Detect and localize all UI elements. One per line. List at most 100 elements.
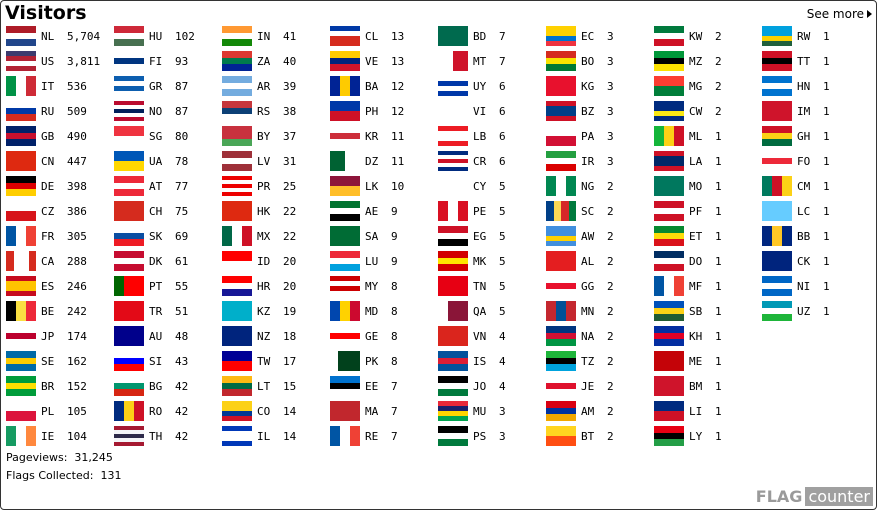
country-code: IE (41, 429, 55, 443)
flag-la-icon (654, 151, 684, 171)
country-code: LK (365, 179, 379, 193)
country-code: AL (581, 254, 595, 268)
visitor-count: 8 (391, 304, 398, 318)
country-code: JO (473, 379, 487, 393)
country-code: NZ (257, 329, 271, 343)
pageviews-value: 31,245 (74, 451, 113, 464)
visitor-count: 22 (283, 204, 297, 218)
flag-fi-icon (114, 51, 144, 71)
flag-mk-icon (438, 251, 468, 271)
visitor-count: 55 (175, 279, 189, 293)
flag-et-icon (654, 226, 684, 246)
visitor-count: 1 (715, 379, 722, 393)
country-entry-ua: UA 78 (114, 151, 188, 171)
country-code: SA (365, 229, 379, 243)
country-code: ML (689, 129, 703, 143)
see-more-link[interactable]: See more (807, 7, 872, 21)
pageviews-label: Pageviews: (6, 451, 68, 464)
visitor-count: 39 (283, 79, 297, 93)
country-code: NI (797, 279, 811, 293)
country-entry-ca: CA 288 (6, 251, 87, 271)
country-code: US (41, 54, 55, 68)
visitor-count: 31 (283, 154, 297, 168)
flag-jp-icon (6, 326, 36, 346)
country-code: PF (689, 204, 703, 218)
flag-ck-icon (762, 251, 792, 271)
country-entry-us: US 3,811 (6, 51, 100, 71)
flag-kw-icon (654, 26, 684, 46)
visitor-count: 2 (607, 354, 614, 368)
flag-sg-icon (114, 126, 144, 146)
visitor-count: 2 (607, 204, 614, 218)
country-entry-uy: UY 6 (438, 76, 506, 96)
flag-ps-icon (438, 426, 468, 446)
visitor-count: 6 (499, 154, 506, 168)
flag-ni-icon (762, 276, 792, 296)
country-code: LC (797, 204, 811, 218)
country-code: EG (473, 229, 487, 243)
country-entry-im: IM 1 (762, 101, 830, 121)
country-entry-cz: CZ 386 (6, 201, 87, 221)
country-code: RW (797, 29, 811, 43)
country-code: PT (149, 279, 163, 293)
country-entry-rs: RS 38 (222, 101, 296, 121)
country-entry-tt: TT 1 (762, 51, 830, 71)
country-entry-es: ES 246 (6, 276, 87, 296)
country-entry-br: BR 152 (6, 376, 87, 396)
visitor-count: 17 (283, 354, 297, 368)
country-code: EE (365, 379, 379, 393)
country-code: SE (41, 354, 55, 368)
flag-is-icon (438, 351, 468, 371)
country-code: CA (41, 254, 55, 268)
flag-hk-icon (222, 201, 252, 221)
visitor-count: 3 (499, 404, 506, 418)
flag-sa-icon (330, 226, 360, 246)
country-entry-ve: VE 13 (330, 51, 404, 71)
visitor-count: 305 (67, 229, 87, 243)
country-code: MG (689, 79, 703, 93)
flag-gg-icon (546, 276, 576, 296)
flag-na-icon (546, 326, 576, 346)
country-code: BD (473, 29, 487, 43)
flag-th-icon (114, 426, 144, 446)
pageviews-stat: Pageviews: 31,245 (6, 451, 113, 464)
country-entry-pr: PR 25 (222, 176, 296, 196)
flags-collected-value: 131 (100, 469, 122, 482)
country-entry-ee: EE 7 (330, 376, 398, 396)
country-code: LT (257, 379, 271, 393)
country-entry-dk: DK 61 (114, 251, 188, 271)
flag-ee-icon (330, 376, 360, 396)
flag-pl-icon (6, 401, 36, 421)
visitor-count: 509 (67, 104, 87, 118)
country-entry-sc: SC 2 (546, 201, 614, 221)
country-code: IT (41, 79, 55, 93)
visitor-count: 1 (823, 204, 830, 218)
visitor-count: 3 (607, 79, 614, 93)
country-code: BM (689, 379, 703, 393)
country-code: RO (149, 404, 163, 418)
flag-bm-icon (654, 376, 684, 396)
visitor-count: 19 (283, 304, 297, 318)
flag-tt-icon (762, 51, 792, 71)
country-code: LV (257, 154, 271, 168)
flag-counter-logo[interactable]: FLAG counter (753, 487, 873, 506)
country-code: BZ (581, 104, 595, 118)
flag-ar-icon (222, 76, 252, 96)
visitor-count: 5 (499, 279, 506, 293)
flag-za-icon (222, 51, 252, 71)
country-entry-ie: IE 104 (6, 426, 87, 446)
visitor-count: 1 (715, 179, 722, 193)
flag-pt-icon (114, 276, 144, 296)
country-entry-cn: CN 447 (6, 151, 87, 171)
country-entry-se: SE 162 (6, 351, 87, 371)
country-code: TH (149, 429, 163, 443)
visitor-count: 14 (283, 404, 297, 418)
country-code: SG (149, 129, 163, 143)
flags-collected-label: Flags Collected: (6, 469, 94, 482)
flag-eg-icon (438, 226, 468, 246)
country-entry-bb: BB 1 (762, 226, 830, 246)
flag-tr-icon (114, 301, 144, 321)
country-entry-at: AT 77 (114, 176, 188, 196)
country-code: SK (149, 229, 163, 243)
country-entry-ba: BA 12 (330, 76, 404, 96)
